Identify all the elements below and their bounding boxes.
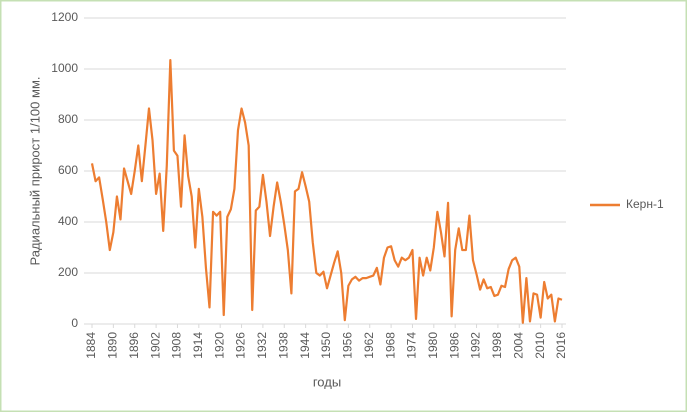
x-tick-label: 1962 — [362, 332, 376, 359]
x-tick-label: 1908 — [170, 332, 184, 359]
x-tick-label: 1938 — [276, 332, 290, 359]
x-tick-label: 1998 — [490, 332, 504, 359]
x-tick-label: 1950 — [319, 332, 333, 359]
x-tick-label: 1980 — [426, 332, 440, 359]
x-tick-label: 1932 — [255, 332, 269, 359]
x-tick-label: 1926 — [234, 332, 248, 359]
x-tick-label: 2010 — [533, 332, 547, 359]
x-tick-label: 1956 — [341, 332, 355, 359]
x-tick-label: 1968 — [383, 332, 397, 359]
x-tick-label: 1974 — [405, 332, 419, 359]
x-axis-label: годы — [313, 374, 341, 389]
data-line — [90, 58, 563, 324]
x-tick-label: 1986 — [447, 332, 461, 359]
y-tick-label: 200 — [58, 265, 78, 279]
x-tick-label: 1896 — [127, 332, 141, 359]
y-tick-label: 800 — [58, 112, 78, 126]
x-tick-label: 1884 — [84, 332, 98, 359]
y-tick-label: 600 — [58, 163, 78, 177]
x-tick-label: 2004 — [511, 332, 525, 359]
y-tick-label: 0 — [71, 316, 78, 330]
x-tick-label: 1992 — [469, 332, 483, 359]
y-tick-label: 400 — [58, 214, 78, 228]
x-tick-label: 2016 — [554, 332, 568, 359]
y-tick-label: 1200 — [51, 10, 78, 24]
x-tick-label: 1944 — [298, 332, 312, 359]
x-tick-label: 1902 — [148, 332, 162, 359]
y-tick-label: 1000 — [51, 61, 78, 75]
y-axis-label: Радиальный прирост 1/100 мм. — [27, 77, 42, 266]
x-tick-label: 1914 — [191, 332, 205, 359]
legend-label: Керн-1 — [626, 197, 664, 211]
x-tick-label: 1890 — [106, 332, 120, 359]
x-tick-label: 1920 — [212, 332, 226, 359]
